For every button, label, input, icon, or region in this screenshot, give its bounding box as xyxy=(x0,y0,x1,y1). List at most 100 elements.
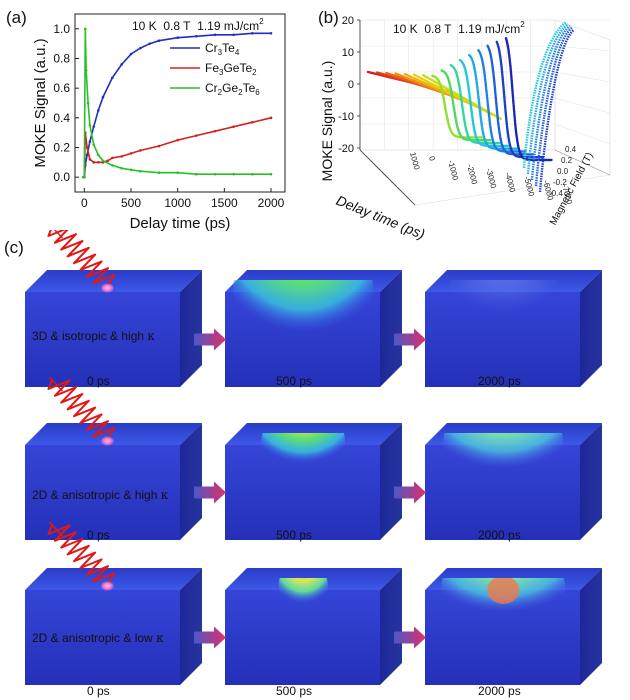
laser-tail xyxy=(48,521,63,537)
kappa-symbol: κ xyxy=(147,329,155,343)
chart-a-xtick-label: 1000 xyxy=(164,196,191,210)
chart-a-point xyxy=(139,169,142,173)
chart-a-point xyxy=(129,152,133,155)
transition-arrow xyxy=(394,328,426,351)
sample-block xyxy=(225,568,402,685)
chart-b-delay-tick-label: 1000 xyxy=(408,151,421,171)
kappa-symbol: κ xyxy=(156,631,164,645)
chart-b-ytick-label: -20 xyxy=(338,143,354,155)
chart-b-curve xyxy=(504,37,553,162)
chart-a-point xyxy=(83,27,87,31)
laser-spot xyxy=(100,581,115,591)
laser-spot xyxy=(100,283,115,293)
row1-label: 3D & isotropic & high κ xyxy=(32,329,155,343)
laser-beam xyxy=(47,378,116,440)
chart-a-point xyxy=(101,159,105,163)
chart-a-point xyxy=(88,158,92,161)
chart-a-point xyxy=(111,164,114,167)
chart-a-point xyxy=(213,172,217,176)
chart-b-curve xyxy=(458,58,509,148)
sample-block-top xyxy=(25,270,202,292)
heat-distribution xyxy=(441,578,566,636)
chart-a-xtick-label: 0 xyxy=(81,196,88,210)
chart-b-delay-tick-label: -5000 xyxy=(522,175,536,198)
sample-block-front xyxy=(25,292,180,387)
row2-time-1: 500 ps xyxy=(276,528,313,542)
chart-b-curve xyxy=(534,27,573,187)
chart-a-point xyxy=(269,172,273,176)
laser-beam xyxy=(47,523,116,585)
chart-a-series xyxy=(82,27,273,179)
chart-b-curve xyxy=(468,53,518,150)
sample-block xyxy=(425,423,602,540)
heat-distribution xyxy=(261,433,346,483)
sample-block xyxy=(425,270,602,387)
chart-a-ytick-label: 0.0 xyxy=(53,170,70,184)
chart-a-xtick-label: 1500 xyxy=(211,196,238,210)
chart-a-ytick-label: 0.4 xyxy=(53,111,70,125)
row1-time-2: 2000 ps xyxy=(478,374,521,388)
chart-a-point xyxy=(120,63,123,66)
row2-time-0: 0 ps xyxy=(87,528,110,542)
heat-distribution xyxy=(443,433,564,493)
heat-distribution xyxy=(278,578,329,618)
chart-a-point xyxy=(101,95,105,99)
sample-block xyxy=(25,230,202,387)
chart-b-delay-tick-label: -2000 xyxy=(465,163,479,186)
chart-a-point xyxy=(251,120,254,124)
chart-a-point xyxy=(269,31,273,35)
chart-a-point xyxy=(195,34,198,38)
sample-block-side xyxy=(180,423,202,540)
chart-b-curve xyxy=(526,23,569,175)
chart-b-ytick-label: -10 xyxy=(338,111,354,123)
schematic-c xyxy=(25,230,602,685)
laser-pulse xyxy=(47,521,116,591)
chart-b-gridline xyxy=(554,45,611,52)
chart-a-point xyxy=(85,146,89,149)
sample-block-side xyxy=(380,568,402,685)
chart-a-xtick-label: 500 xyxy=(121,196,141,210)
transition-arrow xyxy=(194,481,226,504)
chart-a-point xyxy=(176,138,179,142)
sample-block-side xyxy=(380,270,402,387)
chart-a-xtick-label: 2000 xyxy=(258,196,285,210)
chart-a-ytick-label: 0.2 xyxy=(53,141,70,155)
chart-a-point xyxy=(213,33,217,37)
chart-a-point xyxy=(111,76,114,80)
chart-b-delay-tick-label: -4000 xyxy=(503,171,517,194)
chart-b-ytick-label: 10 xyxy=(342,47,354,59)
chart-a-ytick-label: 0.6 xyxy=(53,81,70,95)
chart-b-ylabel: MOKE Signal (a.u.) xyxy=(319,60,335,182)
sample-block xyxy=(225,423,402,540)
sample-block-side xyxy=(380,423,402,540)
chart-a-point xyxy=(251,172,254,176)
chart-a-point xyxy=(157,171,161,175)
chart-a-point xyxy=(157,144,161,148)
chart-a-conditions: 10 K 0.8 T 1.19 mJ/cm2 xyxy=(132,17,264,33)
chart-a-point xyxy=(86,101,90,105)
arrow-shape xyxy=(194,328,226,351)
chart-a-point xyxy=(232,172,235,176)
chart-a-point xyxy=(232,33,235,37)
chart-a-point xyxy=(97,153,100,157)
chart-b-curve xyxy=(538,28,575,193)
chart-b-field-tick-label: 0.2 xyxy=(561,156,573,165)
arrow-shape xyxy=(194,481,226,504)
chart-a-point xyxy=(195,172,198,176)
sample-block-top xyxy=(25,568,202,590)
sample-block xyxy=(25,376,202,540)
heat-distribution xyxy=(448,280,559,345)
arrow-shape xyxy=(194,626,226,649)
row2-time-2: 2000 ps xyxy=(478,528,521,542)
panel-label-b: (b) xyxy=(318,8,339,27)
chart-a-point xyxy=(157,39,161,42)
chart-a-series xyxy=(82,116,273,179)
sample-block-side xyxy=(580,568,602,685)
chart-b-curve xyxy=(530,25,571,181)
chart-a-point xyxy=(269,116,273,120)
transition-arrow xyxy=(394,481,426,504)
chart-b-ytick-label: 20 xyxy=(342,15,354,27)
heat-distribution xyxy=(233,280,374,375)
chart-a-point xyxy=(92,143,95,146)
sample-block-side xyxy=(180,568,202,685)
